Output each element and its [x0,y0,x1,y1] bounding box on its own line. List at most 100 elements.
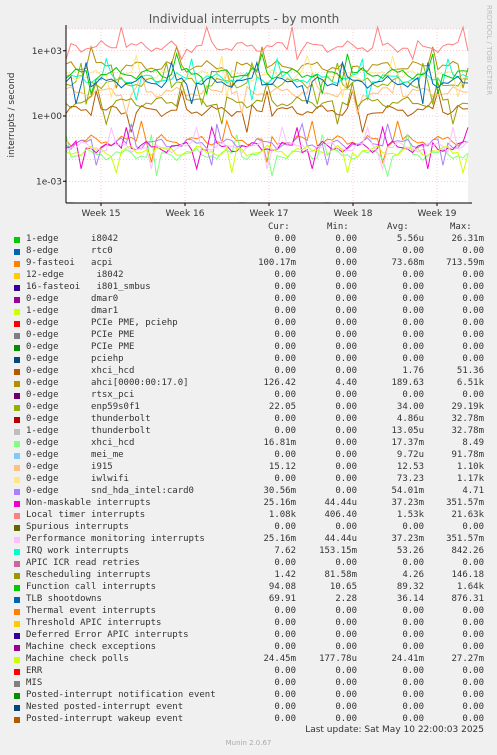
legend-max-value: 0.00 [462,270,484,280]
legend-avg-value: 5.56u [396,234,424,244]
legend-min-value: 81.58m [324,570,357,580]
legend-row: 9-fasteoi acpi 100.17m 0.00 73.68m 713.59m [0,258,497,270]
legend-max-value: 0.00 [462,690,484,700]
legend-row: 0-edge iwlwifi 0.00 0.00 73.23 1.17k [0,474,497,486]
legend-avg-value: 0.00 [402,294,424,304]
legend-swatch [14,381,20,387]
legend-cur-value: 1.08k [268,510,296,520]
legend-series-name: ERR [26,666,43,676]
legend-header-min: Min: [327,222,349,232]
legend-max-value: 351.57m [446,498,484,508]
legend-min-value: 0.00 [335,270,357,280]
legend-max-value: 0.00 [462,678,484,688]
legend-min-value: 0.00 [335,690,357,700]
legend-cur-value: 16.81m [263,438,296,448]
legend-cur-value: 0.00 [274,702,296,712]
legend-avg-value: 1.53k [396,510,424,520]
legend-row: Posted-interrupt notification event 0.00 0… [0,690,497,702]
legend-min-value: 0.00 [335,390,357,400]
legend-row: Machine check polls 24.45m 177.78u 24.41m 27… [0,654,497,666]
legend-avg-value: 89.32 [396,582,424,592]
legend-max-value: 351.57m [446,534,484,544]
series-line [65,53,469,100]
legend-row: MIS 0.00 0.00 0.00 0.00 [0,678,497,690]
legend-min-value: 44.44u [324,534,357,544]
legend-series-name: TLB shootdowns [26,594,102,604]
legend-series-name: MIS [26,678,43,688]
legend-max-value: 0.00 [462,282,484,292]
legend-cur-value: 0.00 [274,246,296,256]
x-tick-label: Week 17 [250,209,289,219]
legend-min-value: 153.15m [319,546,357,556]
legend-series-name: 1-edge thunderbolt [26,426,151,436]
legend-cur-value: 25.16m [263,534,296,544]
series-line [65,44,469,89]
legend-cur-value: 0.00 [274,606,296,616]
legend-row: 8-edge rtc0 0.00 0.00 0.00 0.00 [0,246,497,258]
x-tick-label: Week 19 [418,209,457,219]
legend-max-value: 0.00 [462,630,484,640]
legend-max-value: 0.00 [462,714,484,724]
legend-series-name: 12-edge i8042 [26,270,124,280]
legend-swatch [14,309,20,315]
legend-cur-value: 0.00 [274,270,296,280]
legend-avg-value: 54.01m [391,486,424,496]
legend-swatch [14,465,20,471]
legend-avg-value: 34.00 [396,402,424,412]
legend-series-name: Machine check polls [26,654,129,664]
legend-row: Thermal event interrupts 0.00 0.00 0.00 0.00 [0,606,497,618]
legend-avg-value: 9.72u [396,450,424,460]
y-axis-label: interrupts / second [7,73,17,158]
x-tick-label: Week 15 [82,209,121,219]
legend-min-value: 0.00 [335,354,357,364]
legend-avg-value: 0.00 [402,306,424,316]
legend-row: 0-edge rtsx_pci 0.00 0.00 0.00 0.00 [0,390,497,402]
legend-series-name: Posted-interrupt notification event [26,690,216,700]
legend-avg-value: 0.00 [402,702,424,712]
legend-series-name: 0-edge PCIe PME, pciehp [26,318,178,328]
legend-min-value: 0.00 [335,294,357,304]
legend-avg-value: 0.00 [402,342,424,352]
legend-series-name: 0-edge enp59s0f1 [26,402,140,412]
legend-cur-value: 0.00 [274,714,296,724]
legend-cur-value: 25.16m [263,498,296,508]
legend-row: 0-edge thunderbolt 0.00 0.00 4.86u 32.78m [0,414,497,426]
legend-swatch [14,669,20,675]
legend-row: TLB shootdowns 69.91 2.28 36.14 876.31 [0,594,497,606]
legend-max-value: 0.00 [462,666,484,676]
legend-row: 0-edge enp59s0f1 22.05 0.00 34.00 29.19k [0,402,497,414]
legend-max-value: 146.18 [451,570,484,580]
legend-cur-value: 30.56m [263,486,296,496]
legend-row: 0-edge dmar0 0.00 0.00 0.00 0.00 [0,294,497,306]
legend-avg-value: 12.53 [396,462,424,472]
legend-row: Function call interrupts 94.08 10.65 89.32 1… [0,582,497,594]
legend-max-value: 1.10k [456,462,484,472]
legend-avg-value: 0.00 [402,282,424,292]
legend-min-value: 10.65 [329,582,357,592]
rrdtool-credit: RRDTOOL / TOBI OETIKER [485,5,493,95]
legend-cur-value: 69.91 [268,594,296,604]
legend-avg-value: 0.00 [402,642,424,652]
legend-row: 0-edge mei_me 0.00 0.00 9.72u 91.78m [0,450,497,462]
legend-min-value: 0.00 [335,246,357,256]
legend-avg-value: 1.76 [402,366,424,376]
legend-avg-value: 0.00 [402,690,424,700]
legend-swatch [14,645,20,651]
legend-max-value: 8.49 [462,438,484,448]
legend-max-value: 0.00 [462,354,484,364]
legend-avg-value: 73.68m [391,258,424,268]
legend-avg-value: 36.14 [396,594,424,604]
legend-series-name: IRQ work interrupts [26,546,129,556]
legend-cur-value: 0.00 [274,426,296,436]
legend-min-value: 0.00 [335,606,357,616]
legend-row: Machine check exceptions 0.00 0.00 0.00 0.00 [0,642,497,654]
legend-min-value: 0.00 [335,366,357,376]
x-tick-label: Week 18 [334,209,373,219]
legend-cur-value: 0.00 [274,450,296,460]
legend-series-name: Non-maskable interrupts [26,498,151,508]
legend-swatch [14,549,20,555]
legend-row: 0-edge xhci_hcd 16.81m 0.00 17.37m 8.49 [0,438,497,450]
legend-min-value: 0.00 [335,450,357,460]
legend-cur-value: 22.05 [268,402,296,412]
legend-avg-value: 0.00 [402,354,424,364]
